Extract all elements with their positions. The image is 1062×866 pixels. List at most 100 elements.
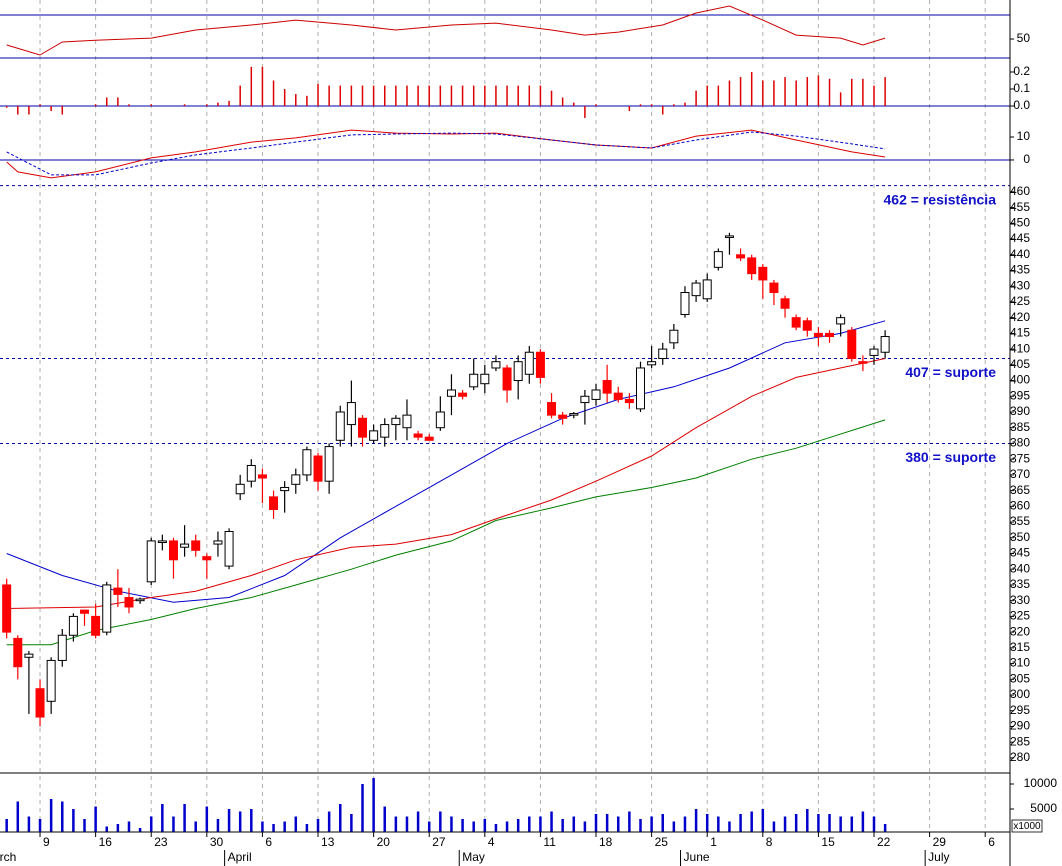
- bar: [427, 821, 431, 832]
- bar: [884, 77, 886, 106]
- bar: [650, 816, 653, 832]
- bar: [183, 104, 186, 106]
- bar: [461, 819, 464, 832]
- bar: [127, 821, 131, 832]
- month-label: rch: [0, 850, 16, 864]
- bar: [472, 821, 475, 832]
- bar: [761, 809, 765, 832]
- bar: [495, 85, 497, 106]
- bar: [28, 106, 30, 115]
- y-tick-label: 420: [1010, 310, 1030, 324]
- bar: [116, 824, 120, 832]
- bar: [17, 106, 19, 115]
- bar: [350, 814, 353, 832]
- y-tick-label: 445: [1010, 231, 1030, 245]
- bar: [283, 89, 286, 106]
- y-tick-label: 0: [1023, 152, 1030, 166]
- bar: [717, 85, 720, 106]
- bar: [539, 816, 542, 832]
- candle-body: [113, 587, 123, 595]
- bar: [372, 778, 375, 832]
- month-label: April: [228, 850, 252, 864]
- bar: [684, 102, 686, 106]
- x-tick-label: 27: [432, 835, 446, 849]
- bar: [584, 106, 586, 118]
- y-tick-label: 295: [1010, 703, 1030, 717]
- bar: [717, 816, 720, 832]
- candle-body: [213, 540, 223, 545]
- candle-body: [91, 615, 101, 636]
- bar: [528, 85, 531, 106]
- x-tick-label: 9: [43, 835, 50, 849]
- bar: [705, 814, 709, 832]
- bar: [795, 80, 797, 106]
- y-tick-label: 355: [1010, 514, 1030, 528]
- candle-body: [458, 392, 468, 397]
- bar: [295, 94, 297, 106]
- bar: [328, 85, 330, 106]
- candle-body: [380, 424, 390, 438]
- x-tick-label: 29: [933, 835, 947, 849]
- bar: [450, 816, 453, 832]
- bar: [772, 821, 776, 832]
- bar: [839, 92, 842, 106]
- bar: [405, 816, 409, 832]
- x-tick-label: 15: [821, 835, 835, 849]
- candle-body: [591, 389, 601, 400]
- bar: [639, 104, 642, 106]
- candle-body: [435, 411, 445, 429]
- bar: [683, 816, 687, 832]
- candle-body: [480, 373, 490, 385]
- candle-body: [257, 474, 267, 479]
- candle-body: [669, 329, 679, 344]
- bar: [817, 75, 820, 106]
- candle-body: [624, 398, 634, 404]
- x-tick-label: 20: [377, 835, 391, 849]
- bar: [228, 100, 230, 106]
- level-label: 407 = suporte: [905, 364, 996, 380]
- candle-body: [535, 351, 545, 378]
- bar: [628, 106, 631, 112]
- bar: [628, 811, 631, 832]
- candle-body: [513, 361, 523, 382]
- candle-body: [724, 235, 734, 238]
- bar: [594, 814, 598, 832]
- bar: [505, 821, 509, 832]
- candle-body: [569, 413, 579, 416]
- month-label: June: [684, 850, 710, 864]
- candle-body: [836, 317, 846, 325]
- y-tick-label: 330: [1010, 593, 1030, 607]
- bar: [873, 85, 875, 106]
- bar: [806, 809, 809, 832]
- bar: [149, 816, 153, 832]
- y-tick-label: 315: [1010, 640, 1030, 654]
- bar: [428, 85, 430, 106]
- y-tick-label: 335: [1010, 577, 1030, 591]
- candle-body: [346, 402, 356, 426]
- bar: [272, 824, 275, 832]
- candle-body: [446, 389, 456, 397]
- bar: [439, 85, 442, 106]
- bar: [472, 85, 475, 106]
- candle-body: [736, 254, 746, 259]
- bar: [294, 816, 298, 832]
- y-tick-label: 5000: [1030, 801, 1057, 815]
- x-tick-label: 1: [710, 835, 717, 849]
- y-tick-label: 310: [1010, 656, 1030, 670]
- bar: [316, 819, 320, 832]
- candle-body: [702, 279, 712, 300]
- bar: [416, 811, 420, 832]
- candle-body: [302, 449, 312, 476]
- candle-body: [135, 598, 145, 602]
- series-line: [6, 320, 886, 603]
- candle-body: [413, 433, 423, 438]
- month-label: May: [462, 850, 485, 864]
- bar: [205, 806, 209, 832]
- bar: [539, 85, 542, 106]
- bar: [339, 804, 342, 832]
- candle-body: [825, 332, 835, 338]
- bar: [5, 819, 8, 832]
- bar: [72, 809, 75, 832]
- candle-body: [13, 637, 23, 668]
